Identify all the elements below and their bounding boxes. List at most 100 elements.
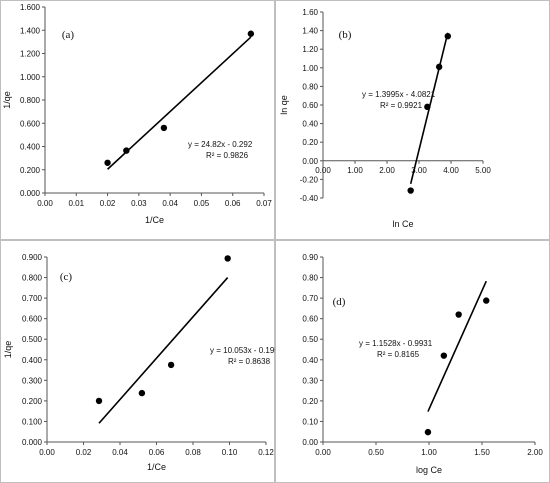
data-point: [424, 428, 432, 436]
x-tick-label: 2.00: [379, 166, 395, 175]
y-tick-label: 0.40: [302, 356, 318, 365]
x-axis-label: log Ce: [416, 465, 442, 475]
r-squared-label: R² = 0.8638: [228, 357, 271, 366]
data-point: [160, 124, 168, 132]
panel-label: (b): [339, 29, 352, 41]
y-tick-label: 0.50: [302, 335, 318, 344]
chart-panel-b: -0.40-0.200.000.200.400.600.801.001.201.…: [275, 0, 550, 240]
x-tick-label: 0.10: [222, 448, 238, 457]
y-tick-label: 0.80: [302, 274, 318, 283]
y-tick-label: 0.60: [302, 101, 318, 110]
x-tick-label: 1.00: [421, 448, 437, 457]
x-tick-label: 0.04: [162, 199, 178, 208]
data-point: [440, 352, 448, 359]
x-tick-label: 1.00: [347, 166, 363, 175]
y-tick-label: 0.100: [22, 417, 43, 426]
y-tick-label: 0.200: [22, 397, 43, 406]
trendline: [427, 280, 487, 412]
y-tick-label: 0.000: [20, 189, 41, 198]
x-tick-label: 3.00: [411, 166, 427, 175]
y-tick-label: 1.000: [20, 73, 41, 82]
y-tick-label: 1.400: [20, 26, 41, 35]
y-tick-label: 0.600: [22, 315, 43, 324]
trendline: [98, 277, 229, 424]
x-tick-label: 1.50: [474, 448, 490, 457]
y-tick-label: -0.40: [300, 194, 319, 203]
r-squared-label: R² = 0.9921: [380, 101, 423, 110]
data-point: [247, 30, 255, 37]
y-tick-label: 0.30: [302, 376, 318, 385]
y-tick-label: 0.400: [22, 356, 43, 365]
data-point: [95, 397, 103, 405]
x-tick-label: 0.00: [315, 448, 331, 457]
chart-panel-d: 0.00 0.10 0.20 0.30 0.40 0.50 0.60 0.70 0.80 0.90…: [275, 240, 550, 483]
panel-label: (c): [60, 271, 73, 283]
y-tick-label: 0.80: [302, 82, 318, 91]
x-tick-label: 4.00: [443, 166, 459, 175]
trendline-equation: y = 10.053x - 0.1954: [210, 346, 275, 355]
y-tick-label: 0.10: [302, 417, 318, 426]
x-tick-label: 0.12: [258, 448, 274, 457]
x-tick-label: 0.02: [76, 448, 92, 457]
x-tick-label: 5.00: [475, 166, 491, 175]
panel-label: (d): [333, 296, 346, 308]
data-point: [444, 32, 451, 40]
x-tick-label: 0.00: [39, 448, 55, 457]
data-point: [104, 159, 111, 166]
y-tick-label: -0.20: [300, 175, 319, 184]
r-squared-label: R² = 0.8165: [377, 350, 420, 359]
chart-panel-a: 0.000 0.200 0.400 0.600 0.800 1.000 1.200 1.400…: [0, 0, 275, 240]
trendline: [107, 36, 252, 170]
x-axis-label: 1/Ce: [147, 462, 166, 472]
x-axis-label: 1/Ce: [145, 215, 164, 225]
y-tick-label: 0.300: [22, 376, 43, 385]
y-tick-label: 0.20: [302, 138, 318, 147]
x-tick-label: 0.03: [131, 199, 147, 208]
data-point: [424, 103, 431, 111]
y-tick-label: 0.90: [302, 253, 318, 262]
x-tick-label: 0.01: [68, 199, 84, 208]
y-tick-label: 0.800: [20, 96, 41, 105]
y-tick-label: 0.600: [20, 119, 41, 128]
x-tick-label: 2.00: [527, 448, 543, 457]
x-tick-label: 0.04: [112, 448, 128, 457]
trendline-equation: y = 1.1528x - 0.9931: [359, 339, 433, 348]
data-point: [455, 311, 462, 318]
y-tick-label: 0.20: [302, 397, 318, 406]
panel-label: (a): [62, 29, 75, 41]
data-point: [167, 361, 175, 369]
y-tick-label: 0.200: [20, 166, 41, 175]
x-axis-label: ln Ce: [392, 219, 413, 229]
chart-panel-c: 0.000 0.100 0.200 0.300 0.400 0.500 0.600 0.700…: [0, 240, 275, 483]
y-tick-label: 0.000: [22, 438, 43, 447]
data-point: [224, 255, 231, 262]
data-point: [138, 389, 146, 397]
y-tick-label: 1.20: [302, 45, 318, 54]
x-tick-label: 0.08: [185, 448, 201, 457]
x-tick-label: 0.06: [149, 448, 165, 457]
trendline-equation: y = 24.82x - 0.292: [188, 140, 253, 149]
y-tick-label: 1.40: [302, 27, 318, 36]
data-point: [483, 297, 490, 304]
y-tick-label: 0.00: [302, 438, 318, 447]
data-point: [123, 147, 130, 154]
y-tick-label: 0.70: [302, 294, 318, 303]
x-tick-label: 0.07: [256, 199, 272, 208]
x-tick-label: 0.05: [194, 199, 210, 208]
x-tick-label: 0.06: [225, 199, 241, 208]
x-tick-label: 0.50: [368, 448, 384, 457]
y-tick-label: 1.00: [302, 64, 318, 73]
y-tick-label: 0.800: [22, 274, 43, 283]
y-tick-label: 1.600: [20, 3, 41, 12]
trendline-equation: y = 1.3995x - 4.0821: [362, 90, 436, 99]
data-point: [435, 63, 443, 71]
x-tick-label: 0.00: [37, 199, 53, 208]
y-tick-label: 0.400: [20, 143, 41, 152]
y-tick-label: 1.60: [302, 8, 318, 17]
data-point: [407, 187, 414, 194]
panel-border: [0, 0, 275, 240]
x-tick-label: 0.02: [100, 199, 116, 208]
y-axis-label: 1/qe: [3, 341, 13, 359]
y-tick-label: 0.40: [302, 120, 318, 129]
